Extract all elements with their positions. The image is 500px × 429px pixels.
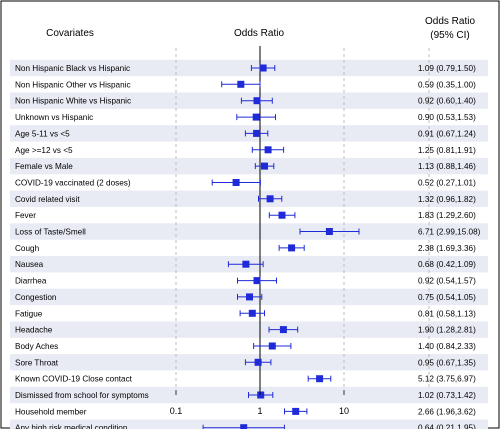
or-ci-header-line1: Odds Ratio [425,16,475,27]
or-marker [264,146,272,154]
covariate-label: Nausea [15,260,44,269]
or-marker [316,375,324,383]
or-marker [232,179,240,186]
covariate-label: Congestion [15,293,57,302]
or-ci-value: 0.90 (0.53,1.53) [418,113,476,122]
covariate-label: Fatigue [15,309,43,318]
covariate-label: Unknown vs Hispanic [15,113,93,122]
covariate-label: Age 5-11 vs <5 [15,129,70,138]
or-ci-header-line2: (95% CI) [430,30,469,41]
or-ci-value: 0.95 (0.67,1.35) [418,358,476,367]
or-marker [259,64,267,72]
or-ci-value: 0.64 (0.21,1.95) [418,424,476,429]
or-ci-value: 0.91 (0.67,1.24) [418,129,476,138]
covariate-label: Cough [15,244,40,253]
or-marker [237,80,245,88]
covariate-label: Known COVID-19 Close contact [15,375,133,384]
or-marker [253,97,261,105]
row-band [10,59,488,77]
or-ci-value: 0.81 (0.58,1.13) [418,309,476,318]
or-marker [253,277,261,285]
covariate-label: Body Aches [15,342,58,351]
or-marker [253,129,261,137]
or-marker [248,309,256,317]
covariates-header: Covariates [46,28,94,39]
or-marker [292,407,300,415]
row-band [10,419,488,429]
row-band [10,321,488,338]
or-ci-value: 2.66 (1.96,3.62) [418,407,476,416]
row-band [10,190,488,207]
row-band [10,223,488,240]
covariate-label: Age >=12 vs <5 [15,146,73,155]
covariate-label: Non Hispanic Other vs Hispanic [15,80,131,89]
or-marker [257,391,265,399]
odds-ratio-header: Odds Ratio [234,28,284,39]
x-tick-label: 1 [257,406,262,416]
covariate-label: Diarrhea [15,277,47,286]
row-bands [10,59,488,429]
or-marker [252,113,260,121]
or-ci-value: 6.71 (2.99,15.08) [418,228,481,237]
or-marker [268,342,276,350]
covariate-label: COVID-19 vaccinated (2 doses) [15,179,131,188]
or-marker [278,211,286,219]
x-tick-label: 0.1 [170,406,183,416]
covariate-label: Dismissed from school for symptoms [15,391,149,400]
or-ci-value: 1.09 (0.79,1.50) [418,64,476,73]
or-ci-value: 1.90 (1.28,2.81) [418,326,476,335]
or-ci-value: 1.83 (1.29,2.60) [418,211,476,220]
or-marker [254,358,262,366]
or-ci-value: 1.13 (0.88,1.46) [418,162,476,171]
or-ci-value: 1.25 (0.81,1.91) [418,146,476,155]
or-marker [240,424,248,429]
covariate-label: Any high risk medical condition [15,424,128,429]
covariate-label: Fever [15,211,36,220]
data-marks [202,64,360,429]
or-marker [279,326,287,334]
x-axis-ticks: 0.1 1 10 [170,390,349,416]
covariate-label: Non Hispanic Black vs Hispanic [15,64,130,73]
or-marker [266,195,274,203]
covariate-label: Non Hispanic White vs Hispanic [15,97,131,106]
or-ci-value: 0.92 (0.54,1.57) [418,277,476,286]
covariate-label: Headache [15,326,53,335]
row-labels: Non Hispanic Black vs Hispanic Non Hispan… [15,64,149,429]
or-ci-value: 0.75 (0.54,1.05) [418,293,476,302]
or-marker [246,293,253,301]
or-ci-value: 5.12 (3.75,6.97) [418,375,476,384]
or-ci-value: 0.52 (0.27,1.01) [418,179,476,188]
or-ci-value: 0.92 (0.60,1.40) [418,97,476,106]
covariate-label: Household member [15,407,87,416]
covariate-label: Loss of Taste/Smell [15,228,86,237]
or-marker [261,162,268,170]
or-ci-value: 2.38 (1.69,3.36) [418,244,476,253]
or-ci-value: 1.40 (0.84,2.33) [418,342,476,351]
row-band [10,157,488,175]
or-marker [242,260,250,268]
or-ci-value: 1.02 (0.73,1.42) [418,391,476,400]
or-ci-value: 0.68 (0.42,1.09) [418,260,476,269]
x-tick-label: 10 [339,406,349,416]
covariate-label: Covid related visit [15,195,80,204]
or-ci-value: 0.59 (0.35,1.00) [418,80,476,89]
or-marker [325,228,333,235]
covariate-label: Sore Throat [15,358,59,367]
or-text-column: 1.09 (0.79,1.50) 0.59 (0.35,1.00) 0.92 (0.… [418,64,481,429]
covariate-label: Female vs Male [15,162,73,171]
or-ci-value: 1.32 (0.96,1.82) [418,195,476,204]
or-marker [288,244,296,252]
